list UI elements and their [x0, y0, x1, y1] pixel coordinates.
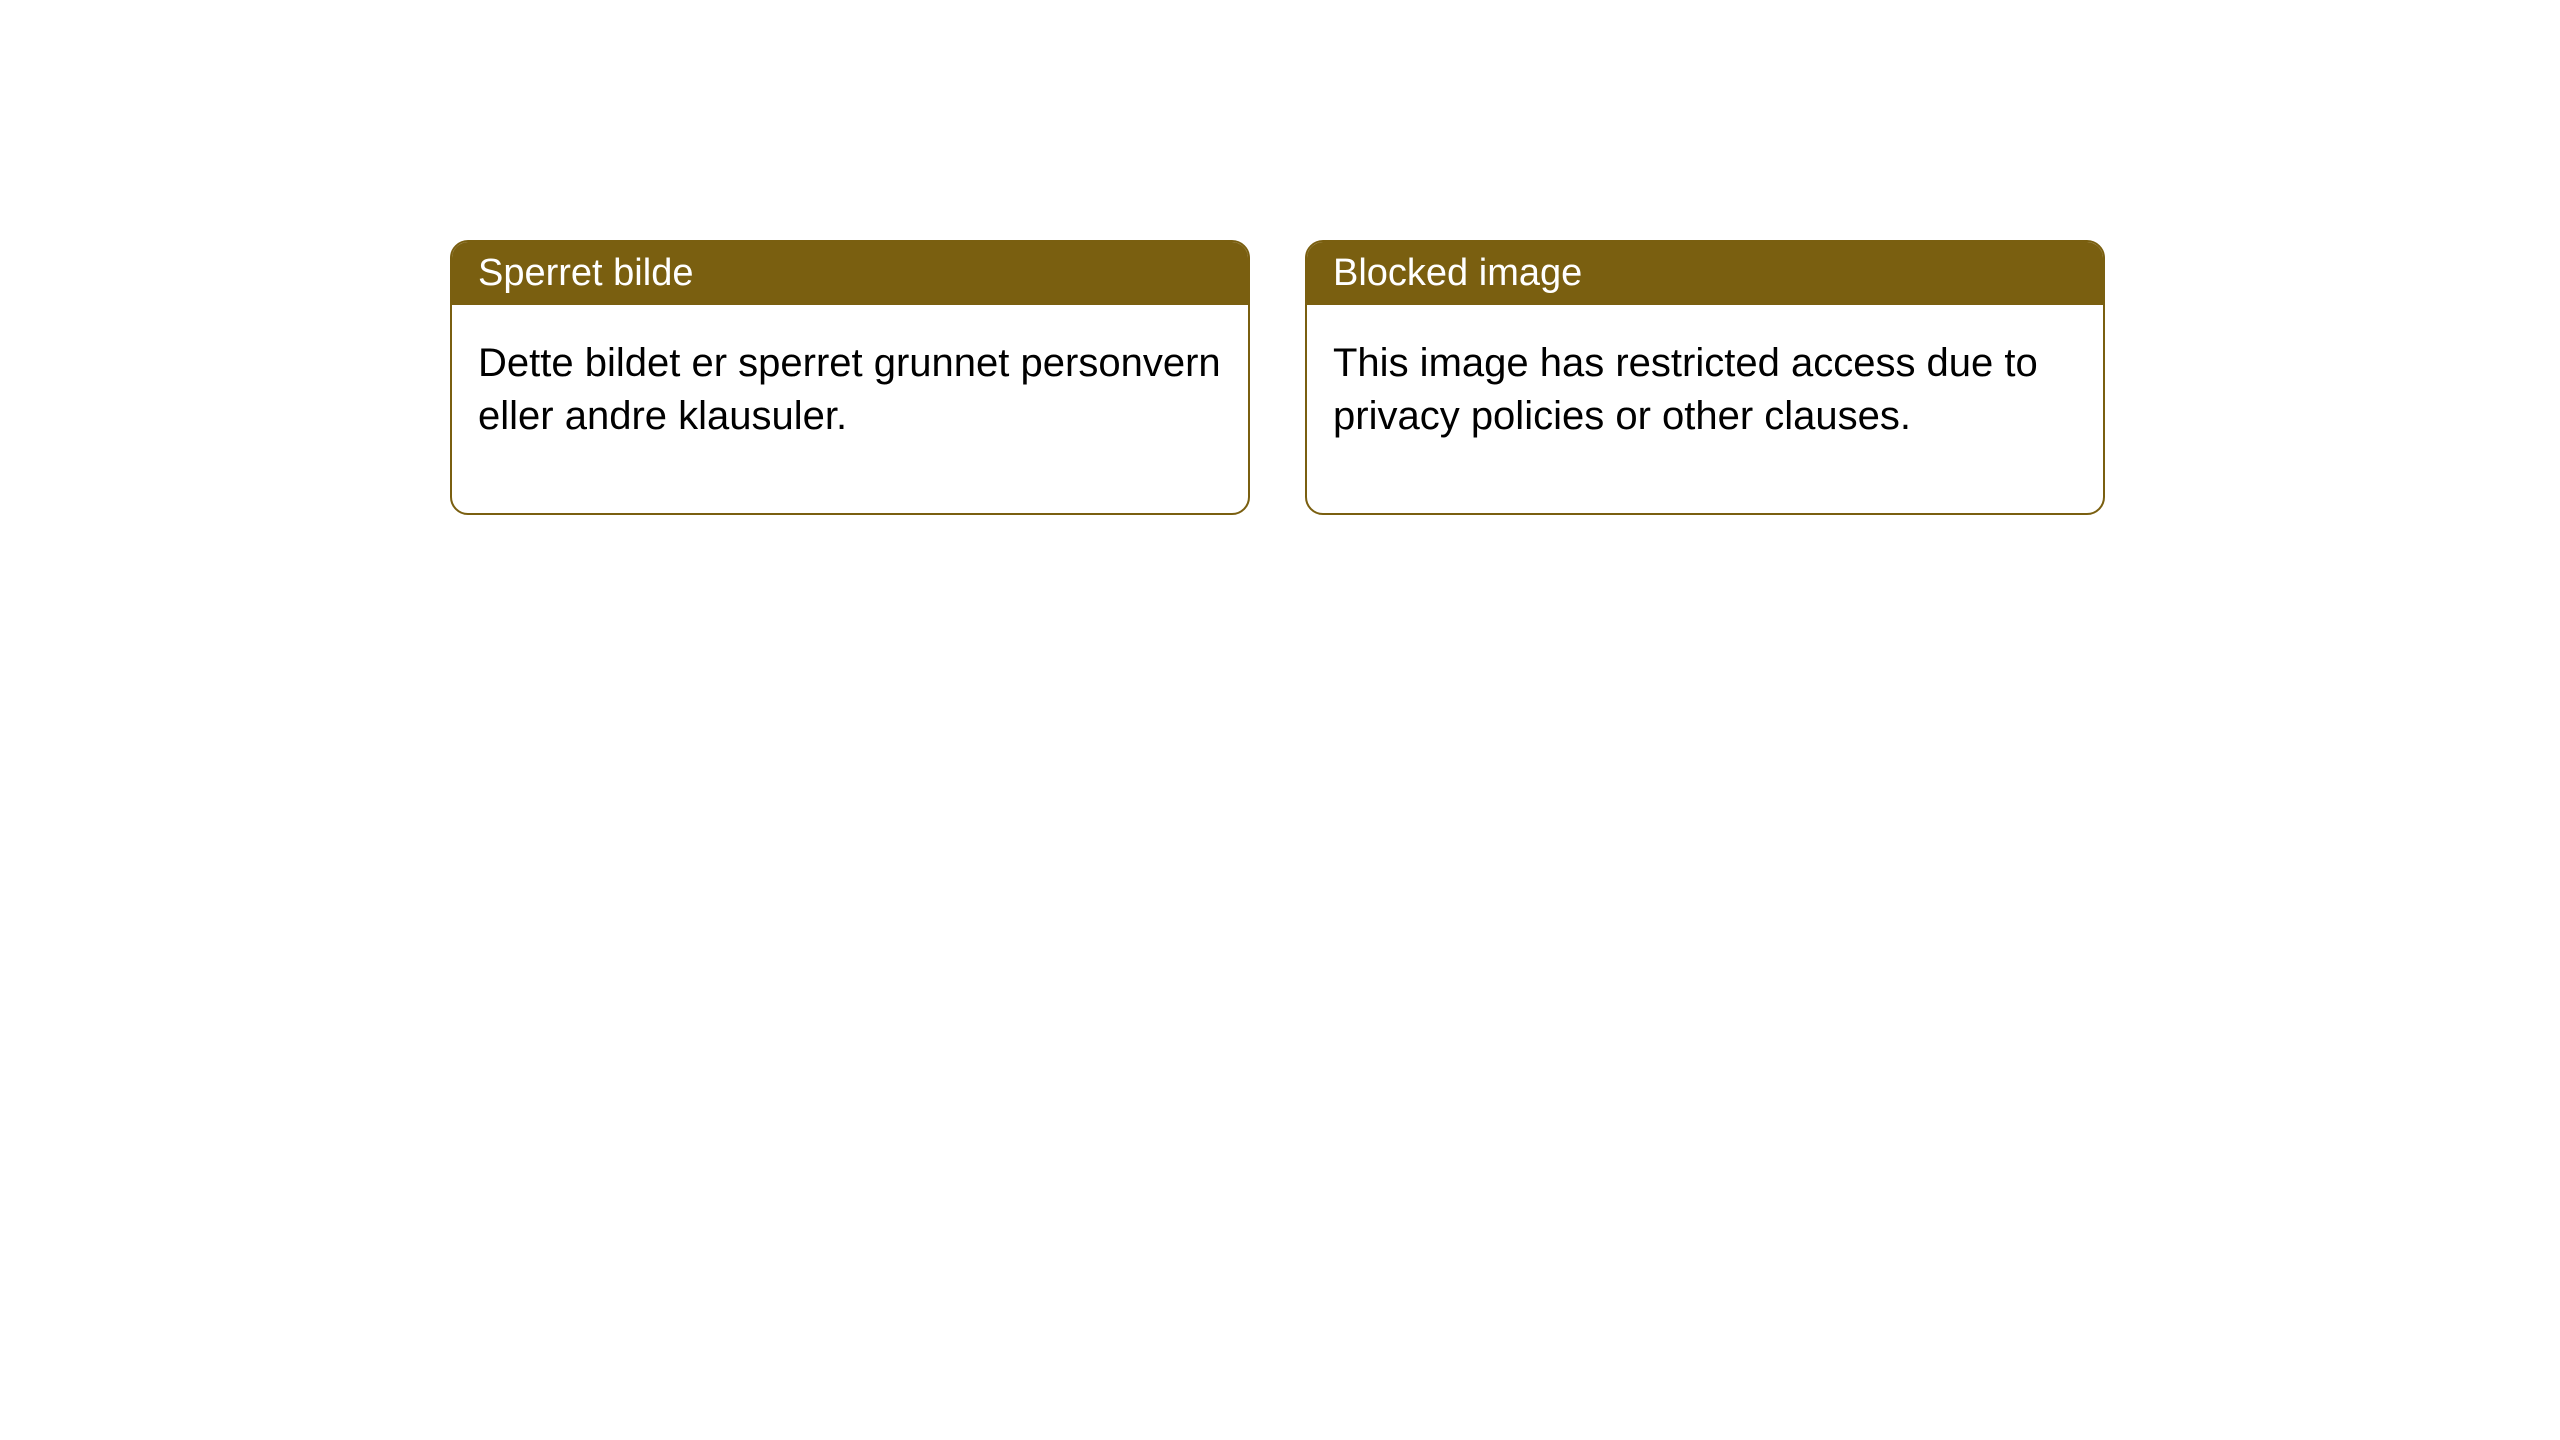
card-body: This image has restricted access due to … [1307, 305, 2103, 513]
card-body: Dette bildet er sperret grunnet personve… [452, 305, 1248, 513]
blocked-image-card-en: Blocked image This image has restricted … [1305, 240, 2105, 515]
card-header: Blocked image [1307, 242, 2103, 305]
card-body-text: Dette bildet er sperret grunnet personve… [478, 341, 1221, 438]
card-body-text: This image has restricted access due to … [1333, 341, 2038, 438]
card-title: Blocked image [1333, 252, 1582, 294]
blocked-image-card-no: Sperret bilde Dette bildet er sperret gr… [450, 240, 1250, 515]
card-title: Sperret bilde [478, 252, 693, 294]
notice-container: Sperret bilde Dette bildet er sperret gr… [0, 0, 2560, 515]
card-header: Sperret bilde [452, 242, 1248, 305]
